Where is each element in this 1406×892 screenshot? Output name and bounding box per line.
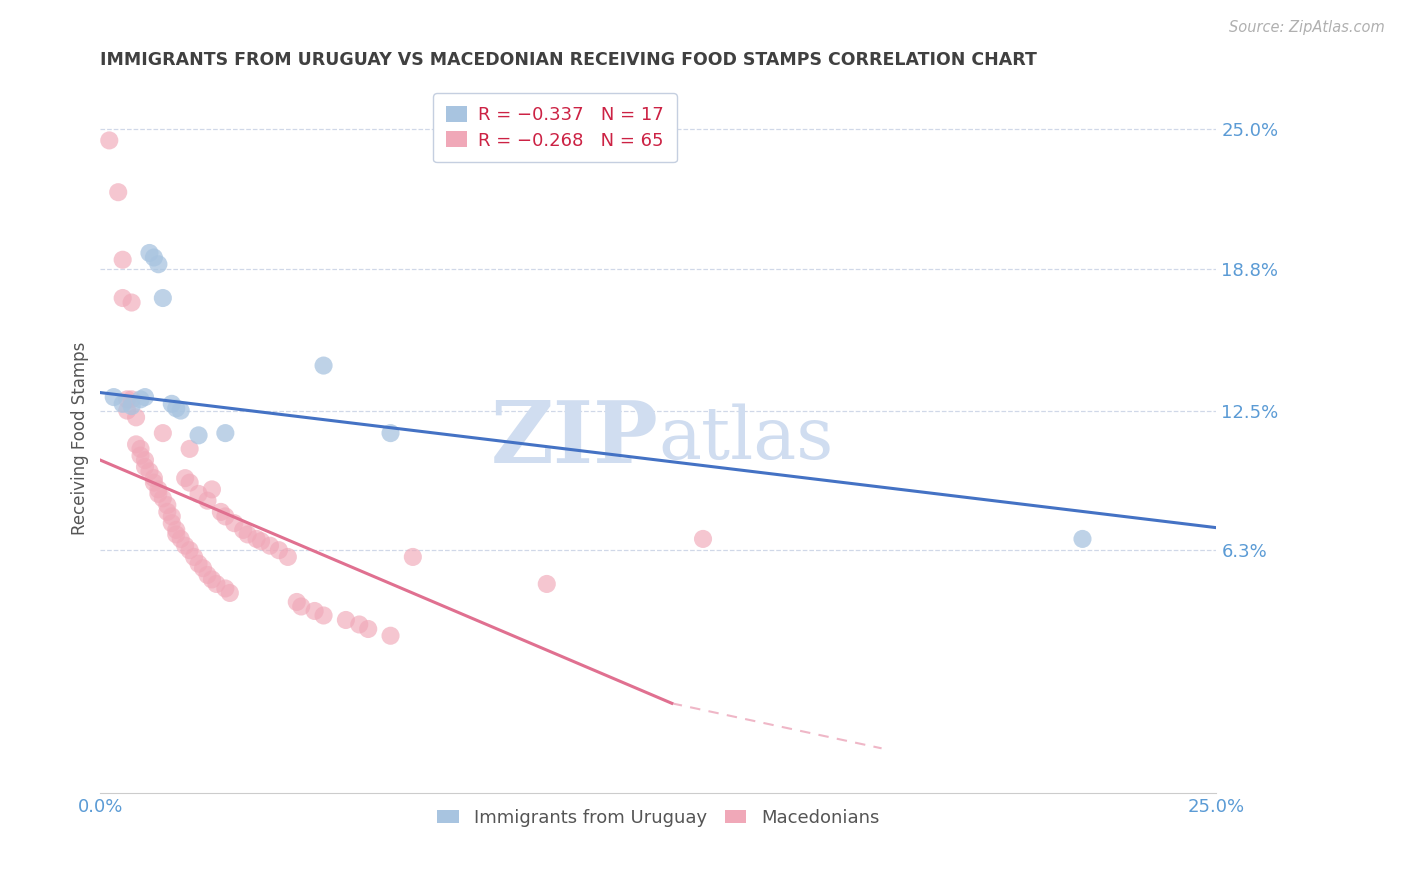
Point: [201, 573, 224, 587]
Point: [98, 133, 121, 147]
Point: [103, 390, 125, 404]
Point: [148, 257, 170, 271]
Point: [197, 568, 219, 582]
Point: [156, 505, 179, 519]
Point: [197, 493, 219, 508]
Point: [259, 539, 281, 553]
Point: [187, 487, 209, 501]
Point: [129, 392, 152, 407]
Legend: Immigrants from Uruguay, Macedonians: Immigrants from Uruguay, Macedonians: [430, 802, 887, 834]
Point: [191, 561, 214, 575]
Point: [129, 442, 152, 456]
Point: [214, 582, 236, 596]
Point: [165, 401, 187, 416]
Point: [174, 471, 197, 485]
Point: [160, 509, 183, 524]
Point: [349, 617, 371, 632]
Point: [152, 291, 174, 305]
Point: [111, 291, 134, 305]
Point: [285, 595, 308, 609]
Point: [138, 246, 160, 260]
Point: [536, 577, 558, 591]
Point: [218, 586, 240, 600]
Point: [335, 613, 357, 627]
Point: [129, 449, 152, 463]
Point: [138, 464, 160, 478]
Point: [142, 471, 165, 485]
Point: [152, 491, 174, 506]
Point: [156, 498, 179, 512]
Point: [692, 532, 714, 546]
Point: [125, 410, 148, 425]
Point: [312, 359, 335, 373]
Point: [121, 399, 143, 413]
Point: [179, 442, 201, 456]
Point: [277, 549, 299, 564]
Point: [250, 534, 273, 549]
Point: [209, 505, 232, 519]
Point: [134, 390, 156, 404]
Point: [174, 539, 197, 553]
Point: [165, 523, 187, 537]
Point: [267, 543, 290, 558]
Point: [304, 604, 326, 618]
Point: [205, 577, 228, 591]
Point: [214, 509, 236, 524]
Point: [134, 453, 156, 467]
Text: atlas: atlas: [658, 403, 834, 474]
Point: [1071, 532, 1094, 546]
Point: [121, 392, 143, 407]
Y-axis label: Receiving Food Stamps: Receiving Food Stamps: [72, 342, 89, 535]
Point: [165, 527, 187, 541]
Point: [183, 549, 205, 564]
Point: [357, 622, 380, 636]
Point: [214, 426, 236, 441]
Point: [125, 437, 148, 451]
Point: [107, 185, 129, 199]
Point: [115, 403, 138, 417]
Point: [224, 516, 246, 531]
Point: [142, 251, 165, 265]
Point: [236, 527, 259, 541]
Point: [160, 397, 183, 411]
Point: [160, 516, 183, 531]
Point: [187, 428, 209, 442]
Point: [148, 483, 170, 497]
Point: [290, 599, 312, 614]
Text: ZIP: ZIP: [491, 397, 658, 481]
Text: IMMIGRANTS FROM URUGUAY VS MACEDONIAN RECEIVING FOOD STAMPS CORRELATION CHART: IMMIGRANTS FROM URUGUAY VS MACEDONIAN RE…: [100, 51, 1038, 69]
Point: [115, 392, 138, 407]
Point: [201, 483, 224, 497]
Point: [170, 403, 193, 417]
Point: [142, 475, 165, 490]
Point: [121, 295, 143, 310]
Point: [380, 426, 402, 441]
Point: [148, 487, 170, 501]
Point: [246, 532, 269, 546]
Point: [179, 543, 201, 558]
Point: [152, 426, 174, 441]
Point: [312, 608, 335, 623]
Text: Source: ZipAtlas.com: Source: ZipAtlas.com: [1229, 20, 1385, 35]
Point: [111, 397, 134, 411]
Point: [111, 252, 134, 267]
Point: [134, 459, 156, 474]
Point: [232, 523, 254, 537]
Point: [402, 549, 425, 564]
Point: [170, 532, 193, 546]
Point: [179, 475, 201, 490]
Point: [187, 557, 209, 571]
Point: [380, 629, 402, 643]
